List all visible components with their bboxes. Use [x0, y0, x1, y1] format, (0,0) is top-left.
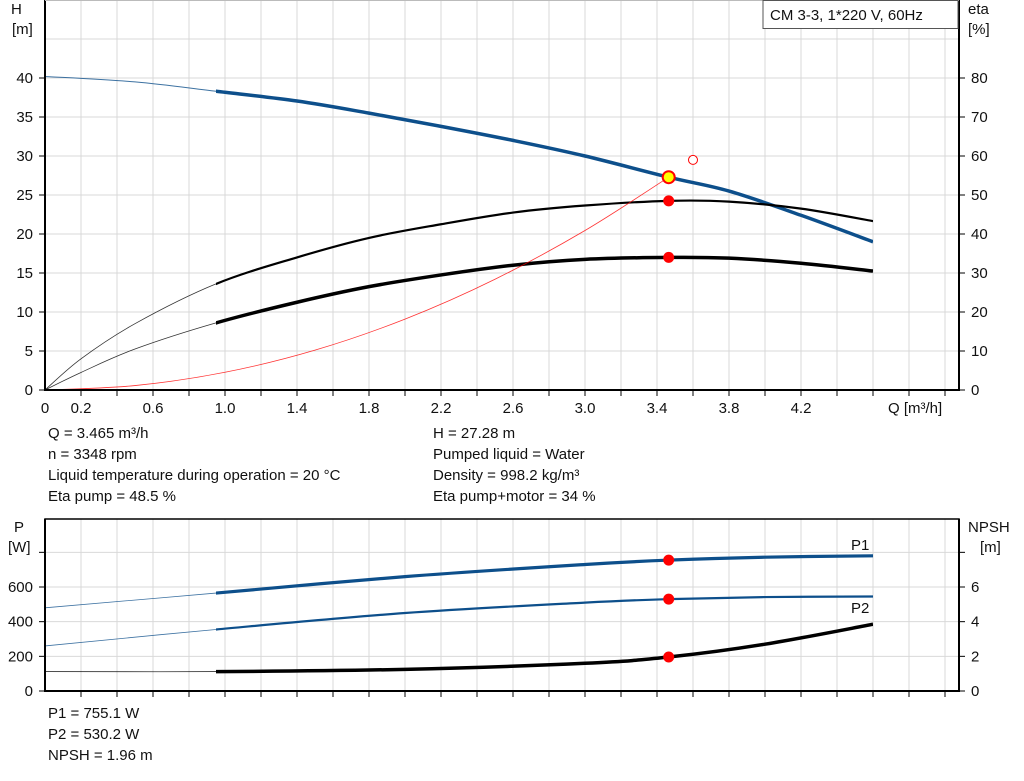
p2-curve — [216, 595, 873, 631]
y-tick-label-right: 0 — [971, 683, 979, 700]
info-eta-pump: Eta pump = 48.5 % — [48, 488, 176, 505]
y-tick-label-left: 25 — [16, 187, 33, 204]
bottom-info: P1 = 755.1 W P2 = 530.2 W NPSH = 1.96 m — [48, 703, 153, 766]
system-curve-curve-extended — [44, 176, 669, 391]
duty-point-eta-total — [663, 251, 675, 263]
top-left-axis-label-h: H — [11, 1, 22, 18]
system-curve-end-point — [688, 154, 698, 165]
info-p1: P1 = 755.1 W — [48, 705, 140, 722]
eta-pump-curve — [216, 199, 873, 286]
y-tick-label-right: 6 — [971, 579, 979, 596]
bottom-left-axis-label-unit: [W] — [8, 539, 31, 556]
duty-point-p1 — [663, 554, 675, 566]
y-tick-label-right: 4 — [971, 614, 979, 631]
info-head: H = 27.28 m — [433, 425, 516, 442]
y-tick-label-right: 0 — [971, 382, 979, 399]
y-tick-label-left: 40 — [16, 70, 33, 87]
x-tick-label: 3.0 — [575, 400, 596, 417]
H-curve — [216, 89, 873, 244]
y-tick-label-right: 80 — [971, 70, 988, 87]
bottom-left-axis-label-p: P — [14, 519, 24, 536]
info-npsh: NPSH = 1.96 m — [48, 747, 153, 764]
duty-point-eta-pump — [663, 195, 675, 207]
legend-title: CM 3-3, 1*220 V, 60Hz — [770, 7, 923, 24]
eta-pump-curve-extended — [44, 200, 874, 391]
npsh-curve — [216, 622, 873, 674]
bottom-grid — [45, 519, 959, 691]
info-density: Density = 998.2 kg/m³ — [433, 467, 580, 484]
info-liquid-temperature: Liquid temperature during operation = 20… — [48, 467, 341, 484]
x-tick-label: 0 — [41, 400, 49, 417]
duty-point-H — [661, 170, 676, 185]
x-axis-label: Q [m³/h] — [888, 400, 942, 417]
H-curve-extended — [44, 75, 874, 243]
top-left-axis-label-unit: [m] — [12, 21, 33, 38]
top-grid — [45, 0, 959, 390]
y-tick-label-left: 5 — [25, 343, 33, 360]
curves — [44, 75, 874, 674]
info-eta-total: Eta pump+motor = 34 % — [433, 488, 596, 505]
y-tick-label-right: 30 — [971, 265, 988, 282]
y-tick-label-left: 30 — [16, 148, 33, 165]
x-tick-label: 4.2 — [791, 400, 812, 417]
info-pumped-liquid: Pumped liquid = Water — [433, 446, 585, 463]
x-tick-label: 3.4 — [647, 400, 668, 417]
x-tick-label: 1.8 — [359, 400, 380, 417]
y-tick-label-left: 15 — [16, 265, 33, 282]
info-speed: n = 3348 rpm — [48, 446, 137, 463]
legend-box: CM 3-3, 1*220 V, 60Hz — [762, 0, 959, 29]
axes: 0 0.2 0.6 1.0 1.4 1.8 2.2 2.6 3.0 3.4 3.8 4.2 0 5 10 15… — [8, 0, 988, 700]
duty-point-npsh — [663, 651, 675, 663]
x-tick-label: 2.2 — [431, 400, 452, 417]
y-tick-label-left: 200 — [8, 648, 33, 665]
y-tick-label-left: 10 — [16, 304, 33, 321]
x-tick-label: 3.8 — [719, 400, 740, 417]
x-tick-label: 1.0 — [215, 400, 236, 417]
duty-point-p2 — [663, 593, 675, 605]
top-info-left: Q = 3.465 m³/h n = 3348 rpm Liquid tempe… — [48, 423, 340, 507]
y-tick-label-right: 10 — [971, 343, 988, 360]
bottom-right-axis-label-npsh: NPSH — [968, 519, 1010, 536]
info-flow: Q = 3.465 m³/h — [48, 425, 149, 442]
series-label-p1: P1 — [851, 537, 869, 554]
y-tick-label-left: 20 — [16, 226, 33, 243]
y-tick-label-right: 20 — [971, 304, 988, 321]
y-tick-label-left: 0 — [25, 382, 33, 399]
p1-curve — [216, 554, 873, 595]
top-right-axis-label-unit: [%] — [968, 21, 990, 38]
y-tick-label-left: 400 — [8, 614, 33, 631]
x-tick-label: 1.4 — [287, 400, 308, 417]
top-info-right: H = 27.28 m Pumped liquid = Water Densit… — [433, 423, 596, 507]
y-tick-label-right: 50 — [971, 187, 988, 204]
y-tick-label-right: 40 — [971, 226, 988, 243]
y-tick-label-left: 35 — [16, 109, 33, 126]
eta-total-curve — [216, 255, 873, 325]
y-tick-label-left: 0 — [25, 683, 33, 700]
series-label-p2: P2 — [851, 600, 869, 617]
x-tick-label: 0.2 — [71, 400, 92, 417]
bottom-plot-axes — [44, 519, 960, 692]
info-p2: P2 = 530.2 W — [48, 726, 140, 743]
eta-total-curve-extended — [44, 256, 874, 391]
x-tick-label: 0.6 — [143, 400, 164, 417]
x-tick-label: 2.6 — [503, 400, 524, 417]
p1-curve-extended — [44, 555, 874, 609]
y-tick-label-right: 60 — [971, 148, 988, 165]
top-right-axis-label-eta: eta — [968, 1, 990, 18]
y-tick-label-left: 600 — [8, 579, 33, 596]
y-tick-label-right: 70 — [971, 109, 988, 126]
y-tick-label-right: 2 — [971, 648, 979, 665]
bottom-right-axis-label-unit: [m] — [980, 539, 1001, 556]
